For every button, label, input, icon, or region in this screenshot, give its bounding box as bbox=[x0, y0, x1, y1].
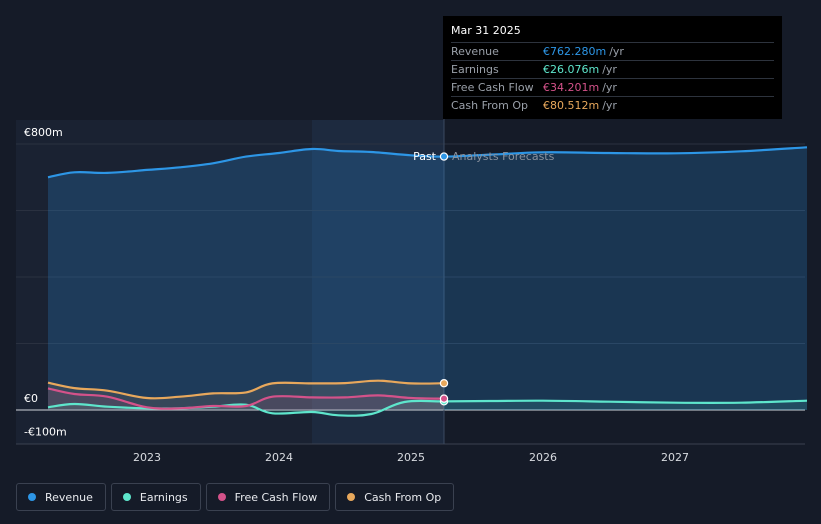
series-area-cash-from-op bbox=[48, 380, 444, 410]
series-area-free-cash-flow bbox=[48, 388, 444, 410]
tooltip-unit: /yr bbox=[609, 45, 624, 58]
marker-free-cash-flow bbox=[439, 394, 449, 403]
tooltip-row-revenue: Revenue €762.280m /yr bbox=[451, 42, 774, 60]
series-line-cash-from-op bbox=[47, 379, 445, 400]
legend-label: Free Cash Flow bbox=[234, 490, 318, 504]
tooltip-label: Earnings bbox=[451, 63, 499, 76]
tooltip-row-cash-from-op: Cash From Op €80.512m /yr bbox=[451, 96, 774, 114]
legend-item-free-cash-flow[interactable]: Free Cash Flow bbox=[205, 483, 331, 511]
dot-icon bbox=[28, 493, 36, 501]
tooltip: Mar 31 2025 Revenue €762.280m /yr Earnin… bbox=[443, 16, 782, 119]
series-line-free-cash-flow bbox=[47, 387, 445, 410]
legend-label: Revenue bbox=[45, 490, 93, 504]
y-tick-label: -€100m bbox=[24, 425, 67, 438]
tooltip-unit: /yr bbox=[602, 99, 617, 112]
tooltip-label: Free Cash Flow bbox=[451, 81, 534, 94]
legend-label: Earnings bbox=[139, 490, 188, 504]
legend-item-revenue[interactable]: Revenue bbox=[16, 483, 106, 511]
highlight-region bbox=[312, 120, 444, 444]
dot-icon bbox=[122, 493, 131, 501]
tooltip-unit: /yr bbox=[602, 63, 617, 76]
legend: Revenue Earnings Free Cash Flow Cash Fro… bbox=[16, 483, 455, 511]
tooltip-label: Revenue bbox=[451, 45, 499, 58]
tooltip-value: €26.076m bbox=[543, 63, 600, 76]
tooltip-row-free-cash-flow: Free Cash Flow €34.201m /yr bbox=[451, 78, 774, 96]
tooltip-unit: /yr bbox=[602, 81, 617, 94]
legend-item-cash-from-op[interactable]: Cash From Op bbox=[335, 483, 455, 511]
legend-item-earnings[interactable]: Earnings bbox=[110, 483, 201, 511]
y-tick-label: €800m bbox=[24, 126, 63, 139]
dot-icon bbox=[217, 493, 226, 501]
x-tick-label: 2026 bbox=[529, 451, 557, 464]
marker-revenue bbox=[439, 152, 449, 161]
x-tick-label: 2024 bbox=[265, 451, 293, 464]
series-area-revenue bbox=[48, 147, 807, 411]
x-tick-label: 2025 bbox=[397, 451, 425, 464]
past-label: Past bbox=[413, 150, 437, 163]
series-line-revenue bbox=[47, 146, 808, 179]
tooltip-date: Mar 31 2025 bbox=[451, 24, 521, 37]
legend-label: Cash From Op bbox=[364, 490, 442, 504]
tooltip-value: €34.201m bbox=[543, 81, 600, 94]
x-tick-label: 2023 bbox=[133, 451, 161, 464]
dot-icon bbox=[347, 493, 356, 501]
x-tick-label: 2027 bbox=[661, 451, 689, 464]
tooltip-row-earnings: Earnings €26.076m /yr bbox=[451, 60, 774, 78]
marker-cash-from-op bbox=[439, 379, 449, 388]
tooltip-label: Cash From Op bbox=[451, 99, 529, 112]
tooltip-value: €80.512m bbox=[543, 99, 600, 112]
tooltip-value: €762.280m bbox=[543, 45, 607, 58]
forecast-label: Analysts Forecasts bbox=[452, 150, 555, 163]
y-tick-label: €0 bbox=[24, 392, 38, 405]
